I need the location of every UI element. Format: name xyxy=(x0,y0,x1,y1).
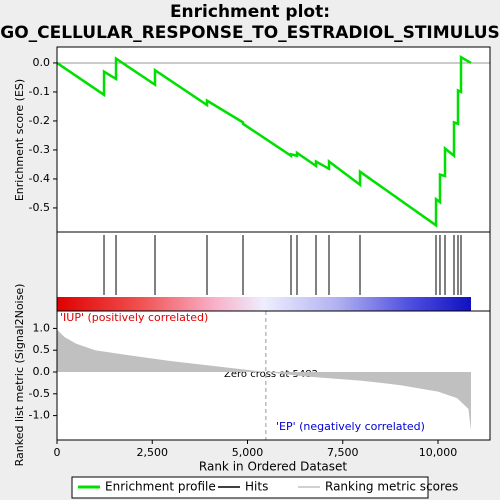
y-tick-label: -1.0 xyxy=(29,409,50,422)
y-tick-label: 0.0 xyxy=(33,365,51,378)
legend xyxy=(71,476,429,499)
y-tick-label: -0.4 xyxy=(29,172,50,185)
x-tick-label: 7,500 xyxy=(327,446,359,459)
y-tick-label: -0.2 xyxy=(29,114,50,127)
legend-label: Hits xyxy=(245,480,268,494)
y-tick-label: -0.1 xyxy=(29,85,50,98)
color-bar xyxy=(57,297,471,311)
x-tick-label: 10,000 xyxy=(419,446,458,459)
y-tick-label: 0.5 xyxy=(33,343,51,356)
x-axis-label: Rank in Ordered Dataset xyxy=(199,460,347,474)
annotation: Zero cross at 5482 xyxy=(224,369,318,380)
panel-frame xyxy=(56,310,491,441)
y-tick-label: 1.0 xyxy=(33,321,51,334)
y-tick-label: -0.5 xyxy=(29,387,50,400)
y-axis-label: Ranked list metric (Signal2Noise) xyxy=(13,284,26,467)
legend-label: Ranking metric scores xyxy=(325,480,458,494)
enrichment-line xyxy=(56,54,472,228)
y-tick-label: -0.5 xyxy=(29,201,50,214)
legend-label: Enrichment profile xyxy=(105,480,216,494)
x-tick-label: 2,500 xyxy=(136,446,168,459)
annotation: 'EP' (negatively correlated) xyxy=(276,420,425,433)
y-tick-label: 0.0 xyxy=(33,56,51,69)
metric-area xyxy=(57,329,471,431)
x-tick-label: 0 xyxy=(54,446,61,459)
x-tick-label: 5,000 xyxy=(232,446,264,459)
y-tick-label: -0.3 xyxy=(29,143,50,156)
chart-title: Enrichment plot: xyxy=(170,2,330,22)
y-axis-label: Enrichment score (ES) xyxy=(13,79,26,201)
annotation: 'IUP' (positively correlated) xyxy=(60,311,208,324)
chart-subtitle: GO_CELLULAR_RESPONSE_TO_ESTRADIOL_STIMUL… xyxy=(0,23,500,43)
